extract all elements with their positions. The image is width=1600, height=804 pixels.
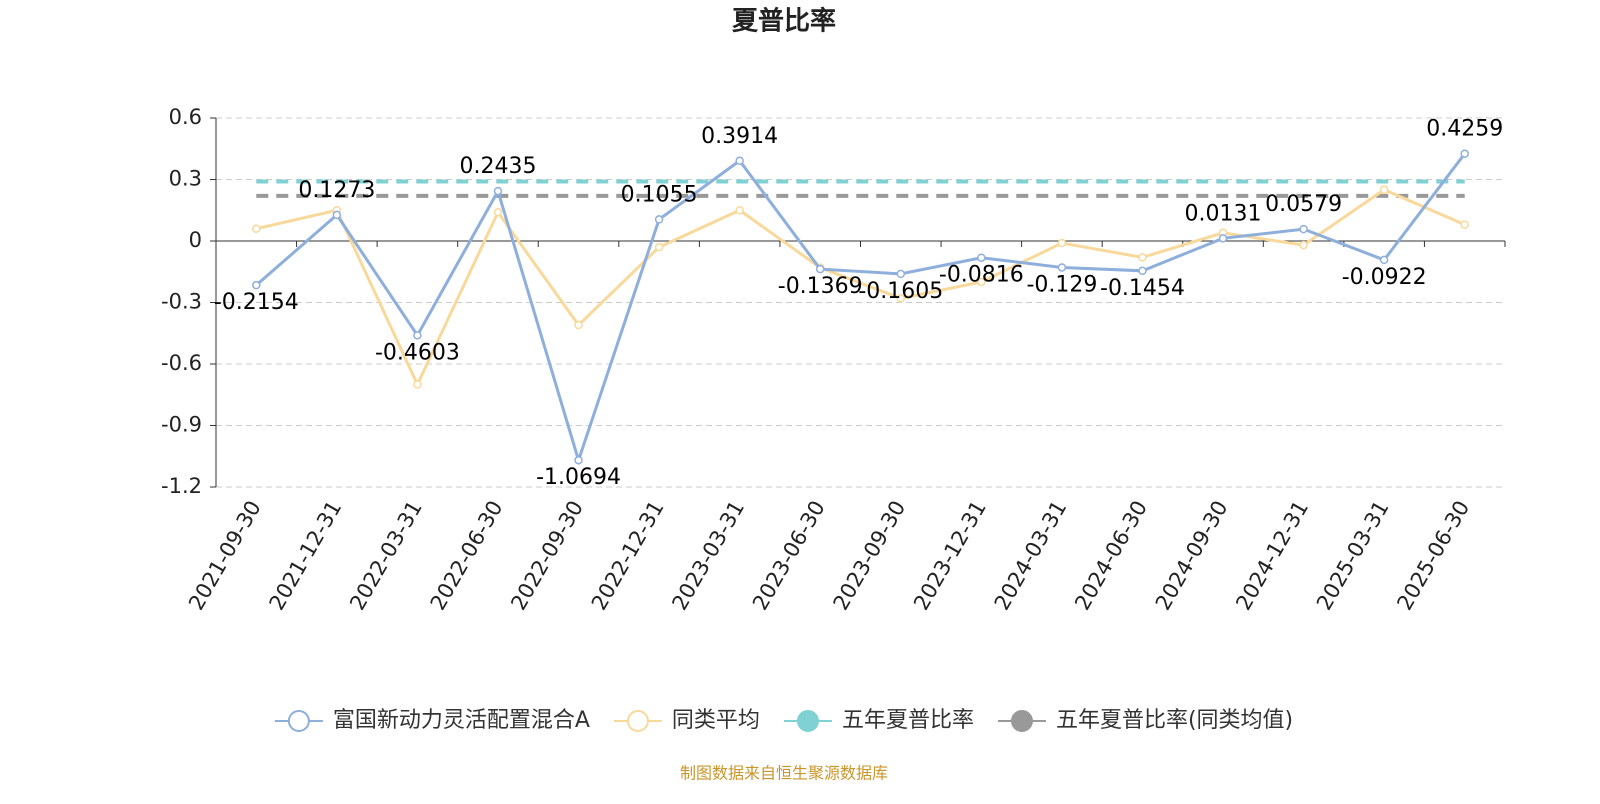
x-tick-label: 2024-03-31 bbox=[990, 497, 1072, 615]
legend-marker bbox=[796, 710, 819, 732]
data-label: -0.2154 bbox=[214, 290, 299, 315]
point bbox=[574, 320, 583, 330]
point bbox=[896, 269, 906, 279]
y-tick-label: 0 bbox=[189, 228, 202, 252]
point bbox=[977, 253, 986, 262]
x-tick-label: 2024-09-30 bbox=[1151, 497, 1233, 615]
x-tick-label: 2022-03-31 bbox=[345, 497, 427, 615]
series-line bbox=[255, 152, 1466, 466]
legend-label: 同类平均 bbox=[672, 708, 760, 733]
data-label: -0.1605 bbox=[858, 279, 943, 304]
data-label: 0.1055 bbox=[621, 182, 698, 207]
x-tick-label: 2023-06-30 bbox=[748, 497, 830, 615]
point bbox=[815, 264, 825, 274]
point bbox=[1379, 255, 1389, 265]
point bbox=[252, 224, 261, 233]
x-tick-label: 2025-03-31 bbox=[1312, 497, 1394, 615]
point bbox=[493, 208, 503, 217]
point bbox=[1379, 185, 1389, 194]
y-tick-label: 0.6 bbox=[169, 105, 202, 129]
x-tick-label: 2024-06-30 bbox=[1070, 497, 1152, 615]
point bbox=[1299, 224, 1308, 234]
data-label: -0.0922 bbox=[1342, 265, 1427, 290]
chart-title: 夏普比率 bbox=[732, 6, 836, 37]
x-tick-label: 2023-12-31 bbox=[909, 497, 991, 615]
legend: 富国新动力灵活配置混合A 同类平均 五年夏普比率 五年夏普比率(同类均值) bbox=[274, 708, 1293, 733]
point bbox=[332, 210, 342, 220]
point bbox=[735, 156, 744, 166]
point bbox=[574, 455, 583, 465]
legend-item: 富国新动力灵活配置混合A bbox=[274, 708, 590, 733]
x-tick-label: 2023-09-30 bbox=[828, 497, 910, 615]
point bbox=[896, 294, 906, 303]
data-label: -1.0694 bbox=[536, 465, 621, 490]
point bbox=[1460, 220, 1469, 229]
point bbox=[1460, 149, 1469, 158]
legend-marker bbox=[1010, 710, 1033, 732]
point bbox=[1218, 234, 1228, 243]
x-tick-label: 2024-12-31 bbox=[1231, 497, 1313, 615]
point bbox=[1138, 253, 1147, 262]
point bbox=[252, 280, 261, 290]
point bbox=[493, 186, 503, 196]
point bbox=[413, 380, 422, 389]
source-note: 制图数据来自恒生聚源数据库 bbox=[680, 764, 888, 783]
point bbox=[413, 331, 422, 340]
data-label: -0.129 bbox=[1026, 272, 1097, 297]
y-tick-label: -0.3 bbox=[161, 290, 202, 314]
x-tick-label: 2021-12-31 bbox=[265, 497, 347, 615]
point bbox=[1057, 263, 1067, 272]
point bbox=[654, 215, 664, 224]
point bbox=[735, 206, 744, 215]
data-label: -0.4603 bbox=[375, 340, 460, 365]
legend-label: 富国新动力灵活配置混合A bbox=[333, 708, 590, 733]
y-tick-label: 0.3 bbox=[169, 167, 202, 191]
legend-label: 五年夏普比率(同类均值) bbox=[1056, 708, 1293, 733]
point bbox=[977, 277, 986, 287]
legend-item: 五年夏普比率 bbox=[783, 708, 974, 733]
y-tick-label: -0.6 bbox=[161, 351, 202, 375]
legend-marker bbox=[287, 710, 310, 732]
point bbox=[1299, 240, 1308, 250]
point bbox=[654, 242, 664, 252]
x-tick-label: 2022-06-30 bbox=[426, 497, 508, 615]
legend-item: 五年夏普比率(同类均值) bbox=[997, 708, 1293, 733]
y-tick-label: -0.9 bbox=[161, 413, 202, 437]
x-tick-label: 2025-06-30 bbox=[1392, 497, 1474, 615]
data-label: 0.2435 bbox=[459, 154, 536, 179]
data-label: 0.1273 bbox=[298, 178, 375, 203]
data-label: 0.0579 bbox=[1265, 192, 1342, 217]
legend-item: 同类平均 bbox=[613, 708, 760, 733]
x-tick-label: 2022-09-30 bbox=[506, 497, 588, 615]
data-label: -0.0816 bbox=[939, 263, 1024, 288]
data-label: 0.4259 bbox=[1426, 117, 1503, 142]
legend-label: 五年夏普比率 bbox=[842, 708, 974, 733]
data-label: -0.1369 bbox=[778, 274, 863, 299]
data-label: -0.1454 bbox=[1100, 276, 1185, 301]
series-line bbox=[255, 188, 1466, 389]
point bbox=[1057, 238, 1067, 248]
x-tick-label: 2023-03-31 bbox=[667, 497, 749, 615]
point bbox=[1138, 266, 1147, 276]
legend-marker bbox=[626, 710, 649, 732]
y-tick-label: -1.2 bbox=[161, 474, 202, 498]
data-label: 0.0131 bbox=[1185, 201, 1262, 226]
x-tick-label: 2021-09-30 bbox=[184, 497, 266, 615]
data-label: 0.3914 bbox=[701, 124, 778, 149]
x-tick-label: 2022-12-31 bbox=[587, 497, 669, 615]
